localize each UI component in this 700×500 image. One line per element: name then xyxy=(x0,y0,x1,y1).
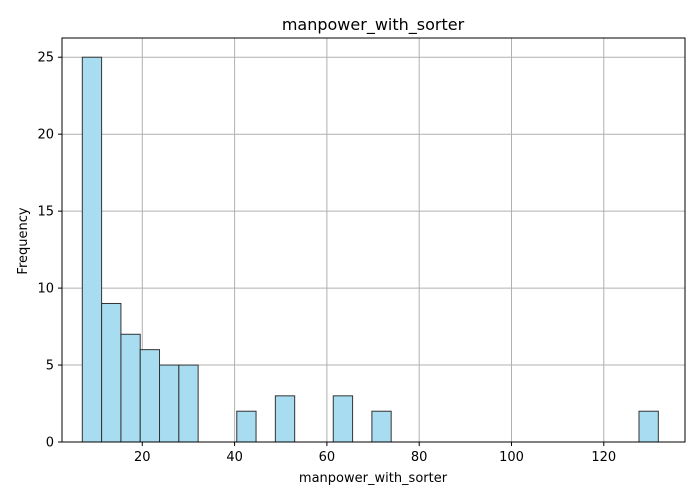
x-tick-label: 100 xyxy=(499,450,524,465)
y-tick-label: 20 xyxy=(37,128,54,143)
y-tick-label: 10 xyxy=(37,282,54,297)
histogram-bar xyxy=(236,410,257,443)
y-axis-label: Frequency xyxy=(16,207,31,274)
x-tick-label: 80 xyxy=(411,450,428,465)
x-axis-label: manpower_with_sorter xyxy=(299,471,448,486)
histogram-bar xyxy=(332,395,354,443)
plot-frame xyxy=(61,37,686,443)
histogram-bar xyxy=(178,364,199,443)
y-tick-label: 5 xyxy=(46,359,54,374)
x-axis-ticks: 20 40 60 80 100 120 xyxy=(134,442,616,465)
y-tick-label: 25 xyxy=(37,51,54,66)
x-tick-label: 40 xyxy=(226,450,243,465)
histogram-bar xyxy=(101,302,122,443)
y-axis-ticks: 0 5 10 15 20 25 xyxy=(37,51,62,451)
histogram-bar xyxy=(120,333,141,443)
y-tick-label: 15 xyxy=(37,205,54,220)
y-tick-label: 0 xyxy=(46,436,54,451)
histogram-bar xyxy=(81,56,103,443)
histogram-bar xyxy=(139,349,161,443)
histogram-bar xyxy=(159,364,180,443)
x-tick-label: 120 xyxy=(591,450,616,465)
x-tick-label: 20 xyxy=(134,450,151,465)
histogram-bar xyxy=(274,395,296,443)
histogram-bars xyxy=(81,56,659,443)
histogram-bar xyxy=(371,410,392,443)
histogram-bar xyxy=(638,410,659,443)
chart-title: manpower_with_sorter xyxy=(282,15,465,35)
x-tick-label: 60 xyxy=(319,450,336,465)
